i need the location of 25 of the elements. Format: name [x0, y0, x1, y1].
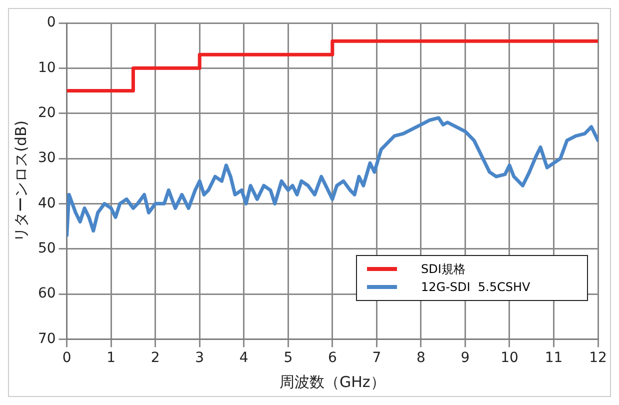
y-axis-title: リターンロス(dB)	[12, 120, 30, 242]
x-tick-label: 2	[150, 350, 160, 366]
x-tick-label: 10	[500, 350, 518, 366]
x-tick-label: 3	[195, 350, 204, 366]
x-tick-label: 12	[589, 350, 607, 366]
x-tick-label: 11	[544, 350, 563, 366]
legend-label: SDI規格	[421, 261, 466, 278]
y-tick-label: 20	[38, 104, 56, 121]
y-tick-label: 40	[38, 195, 56, 212]
y-tick-label: 10	[38, 60, 56, 76]
x-tick-label: 1	[106, 350, 116, 366]
x-tick-label: 4	[239, 350, 248, 366]
x-tick-label: 8	[416, 350, 426, 366]
x-tick-label: 5	[284, 350, 293, 366]
y-tick-label: 0	[46, 14, 56, 31]
y-tick-label: 30	[38, 150, 56, 166]
x-tick-label: 6	[328, 350, 337, 366]
y-tick-label: 70	[38, 330, 56, 347]
legend-label: 12G-SDI 5.5CSHV	[421, 279, 530, 296]
x-tick-label: 9	[460, 350, 470, 366]
y-tick-label: 60	[38, 286, 56, 302]
y-tick-label: 50	[38, 240, 56, 256]
x-tick-label: 0	[62, 350, 72, 366]
x-tick-label: 7	[372, 350, 382, 366]
x-axis-title: 周波数（GHz）	[280, 372, 386, 391]
